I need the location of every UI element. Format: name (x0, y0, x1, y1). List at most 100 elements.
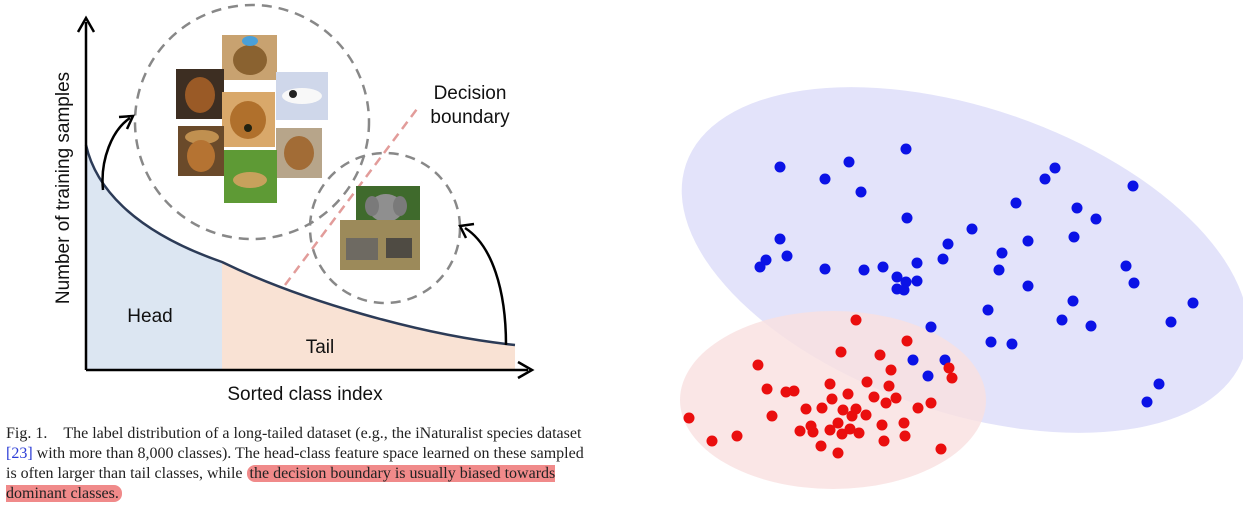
tail-class-point (794, 425, 806, 437)
tail-class-point (846, 410, 858, 422)
head-class-point (1022, 280, 1034, 292)
tail-class-point (835, 346, 847, 358)
tail-class-point (874, 349, 886, 361)
tail-class-point (832, 447, 844, 459)
decision-boundary-line (284, 104, 421, 286)
head-arrow-head-icon (118, 114, 136, 130)
caption-prefix: Fig. 1. (6, 425, 48, 442)
tail-class-point (878, 435, 890, 447)
head-arrow (101, 116, 131, 191)
dog-photo-icon (276, 128, 322, 178)
head-class-point (993, 264, 1005, 276)
tail-class-point (925, 397, 937, 409)
head-class-point (1071, 202, 1083, 214)
tail-label: Tail (306, 337, 335, 358)
dog-photo-icon (222, 35, 277, 80)
tail-class-point (880, 397, 892, 409)
head-label: Head (127, 306, 172, 327)
tail-class-point (780, 386, 792, 398)
head-class-point (922, 370, 934, 382)
head-class-point (996, 247, 1008, 259)
head-class-point (774, 233, 786, 245)
head-class-point (1022, 235, 1034, 247)
caption-text-part2: with more than 8,000 classes). The head-… (6, 445, 584, 482)
head-class-point (1068, 231, 1080, 243)
tail-class-point (898, 417, 910, 429)
head-class-point (898, 284, 910, 296)
y-axis-arrow-icon (76, 15, 96, 33)
tail-class-point (901, 335, 913, 347)
tail-class-point (885, 364, 897, 376)
tail-class-point (800, 403, 812, 415)
dog-photo-icon (176, 69, 224, 119)
head-class-point (1187, 297, 1199, 309)
head-class-point (911, 275, 923, 287)
head-region (86, 145, 222, 370)
head-class-point (942, 238, 954, 250)
caption-text-part1: The label distribution of a long-tailed … (63, 425, 582, 442)
head-class-point (982, 304, 994, 316)
tail-class-points (683, 314, 958, 459)
tail-class-point (752, 359, 764, 371)
dog-photo-icon (276, 72, 328, 120)
head-class-point (925, 321, 937, 333)
tail-class-point (788, 385, 800, 397)
head-class-point (843, 156, 855, 168)
tail-class-point (826, 393, 838, 405)
head-class-point (877, 261, 889, 273)
long-tail-distribution-plot: Number of training samples Sorted class … (53, 3, 535, 405)
tail-class-point (807, 426, 819, 438)
head-class-point (1085, 320, 1097, 332)
tail-class-point (842, 388, 854, 400)
tail-class-point (683, 412, 695, 424)
y-axis-label: Number of training samples (53, 72, 74, 304)
decision-boundary-label-line2: boundary (430, 107, 510, 128)
tail-class-point (706, 435, 718, 447)
head-class-point (1010, 197, 1022, 209)
tail-class-point (766, 410, 778, 422)
distribution-curve (84, 144, 516, 347)
head-class-point (907, 354, 919, 366)
head-class-point (754, 261, 766, 273)
tail-class-point (943, 362, 955, 374)
feature-space-plot (680, 87, 1243, 489)
head-class-point (911, 257, 923, 269)
head-class-point (1127, 180, 1139, 192)
tail-class-point (935, 443, 947, 455)
caption-reference-link[interactable]: [23] (6, 445, 33, 462)
tail-arrow (464, 226, 508, 346)
tail-class-point (883, 380, 895, 392)
head-class-point (901, 212, 913, 224)
head-class-point (1090, 213, 1102, 225)
tail-class-point (844, 423, 856, 435)
tail-class-point (824, 424, 836, 436)
figure-caption: Fig. 1. The label distribution of a long… (6, 424, 594, 504)
x-axis-arrow-icon (517, 360, 535, 380)
tail-class-point (761, 383, 773, 395)
head-class-point (1049, 162, 1061, 174)
head-class-points (754, 143, 1199, 408)
head-class-point (900, 143, 912, 155)
tail-class-point (912, 402, 924, 414)
head-class-point (1006, 338, 1018, 350)
elephant-photo-icon (340, 220, 420, 270)
tail-class-point (853, 427, 865, 439)
head-class-point (855, 186, 867, 198)
dog-photo-icon (178, 126, 224, 176)
head-class-point (1165, 316, 1177, 328)
tail-class-point (832, 417, 844, 429)
head-feature-circle (133, 3, 371, 241)
tail-class-point (837, 404, 849, 416)
decision-boundary-label-line1: Decision (434, 83, 507, 104)
dog-photo-icon (222, 92, 275, 147)
tail-class-point (868, 391, 880, 403)
head-class-point (819, 263, 831, 275)
head-class-point (937, 253, 949, 265)
head-class-point (1039, 173, 1051, 185)
head-class-point (1141, 396, 1153, 408)
head-class-point (1067, 295, 1079, 307)
tail-class-point (861, 376, 873, 388)
head-class-point (891, 271, 903, 283)
tail-class-point (816, 402, 828, 414)
